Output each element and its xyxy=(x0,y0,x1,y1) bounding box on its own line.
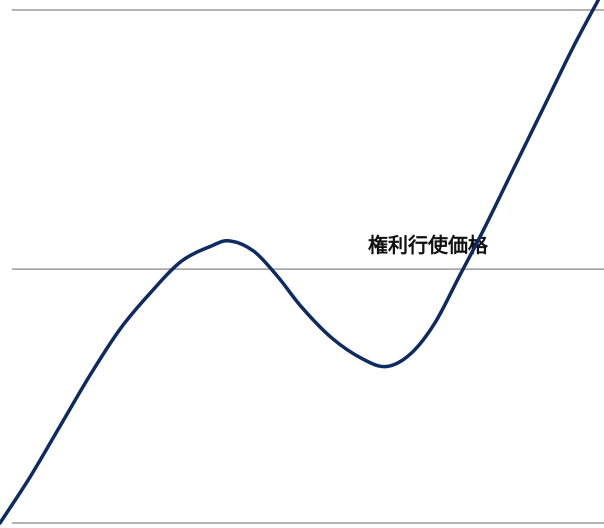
strike-price-label: 権利行使価格 xyxy=(368,233,489,257)
